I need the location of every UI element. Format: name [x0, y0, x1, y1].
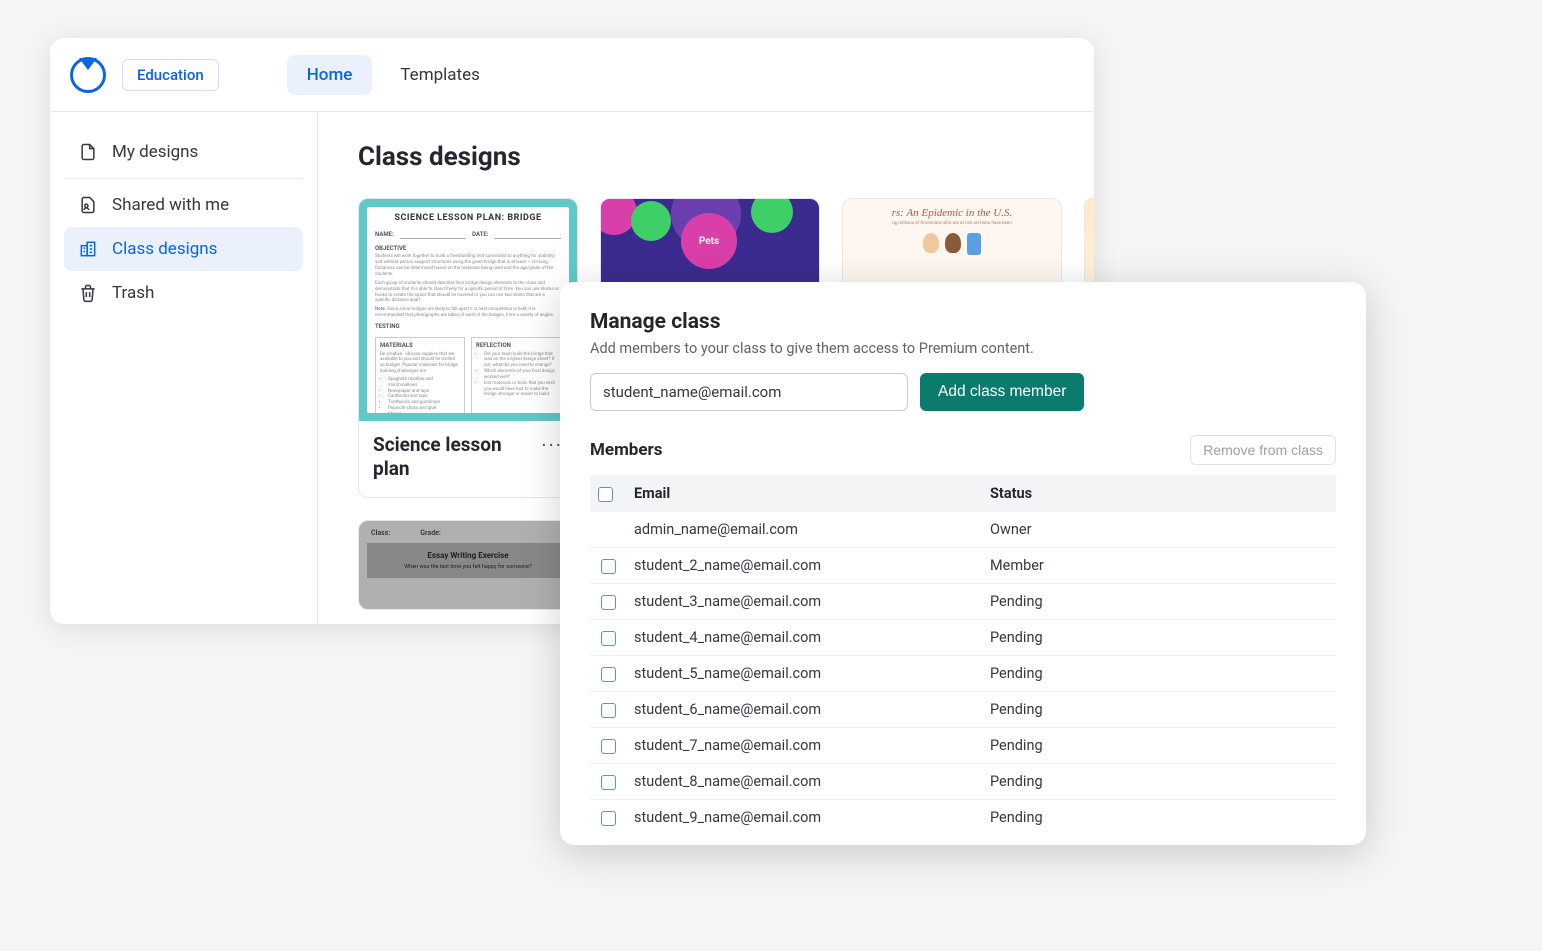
table-row: student_5_name@email.comPending	[590, 656, 1336, 692]
sidebar-item-trash[interactable]: Trash	[64, 271, 303, 315]
member-status: Pending	[982, 620, 1336, 656]
tab-templates[interactable]: Templates	[380, 55, 500, 95]
trash-icon	[78, 283, 98, 303]
row-checkbox[interactable]	[601, 811, 616, 826]
topbar: Education Home Templates	[50, 38, 1094, 112]
row-checkbox[interactable]	[601, 739, 616, 754]
table-row: student_8_name@email.comPending	[590, 764, 1336, 800]
row-checkbox[interactable]	[601, 595, 616, 610]
thumb-section: REFLECTION	[476, 342, 556, 350]
sidebar-item-my-designs[interactable]: My designs	[64, 130, 303, 174]
table-row: student_3_name@email.comPending	[590, 584, 1336, 620]
member-status: Pending	[982, 800, 1336, 836]
add-member-row: Add class member	[590, 373, 1336, 411]
table-row: admin_name@email.comOwner	[590, 512, 1336, 548]
sidebar-item-class-designs[interactable]: Class designs	[64, 227, 303, 271]
table-row: student_7_name@email.comPending	[590, 728, 1336, 764]
thumb-class-label: Class:	[371, 529, 390, 537]
card-footer: Science lesson plan ···	[359, 421, 577, 497]
column-header-status: Status	[982, 475, 1336, 512]
popover-title: Manage class	[590, 310, 1336, 334]
buildings-icon	[78, 239, 98, 259]
thumb-title: Essay Writing Exercise	[375, 551, 561, 560]
file-icon	[78, 142, 98, 162]
thumb-name-label: NAME:	[375, 231, 394, 239]
sidebar-item-label: Shared with me	[112, 195, 229, 215]
member-email: student_4_name@email.com	[626, 620, 982, 656]
column-header-email: Email	[626, 475, 982, 512]
thumb-heading: SCIENCE LESSON PLAN: BRIDGE	[375, 213, 561, 225]
sidebar-item-shared[interactable]: Shared with me	[64, 183, 303, 227]
member-email: student_2_name@email.com	[626, 548, 982, 584]
email-input[interactable]	[590, 373, 908, 411]
table-row: student_9_name@email.comPending	[590, 800, 1336, 836]
sidebar: My designs Shared with me Class designs	[50, 112, 318, 624]
thumb-grade-label: Grade:	[420, 529, 441, 537]
tab-home[interactable]: Home	[287, 55, 373, 95]
member-email: student_3_name@email.com	[626, 584, 982, 620]
thumb-heading: rs: An Epidemic in the U.S.	[853, 207, 1051, 219]
table-row: student_2_name@email.comMember	[590, 548, 1336, 584]
design-card[interactable]: SCIENCE LESSON PLAN: BRIDGE NAME: DATE: …	[358, 198, 578, 498]
member-email: student_8_name@email.com	[626, 764, 982, 800]
design-card[interactable]: Class: Grade: Essay Writing Exercise Whe…	[358, 520, 578, 610]
thumb-prompt: When was the last time you felt happy fo…	[375, 564, 561, 570]
member-status: Member	[982, 548, 1336, 584]
card-title: Science lesson plan	[373, 433, 533, 481]
members-title: Members	[590, 440, 663, 460]
nav-tabs: Home Templates	[287, 55, 500, 95]
member-email: student_7_name@email.com	[626, 728, 982, 764]
table-row: student_6_name@email.comPending	[590, 692, 1336, 728]
manage-class-popover: Manage class Add members to your class t…	[560, 282, 1366, 845]
person-file-icon	[78, 195, 98, 215]
divider	[64, 178, 303, 179]
row-checkbox[interactable]	[601, 631, 616, 646]
member-email: student_9_name@email.com	[626, 800, 982, 836]
page-title: Class designs	[358, 142, 1054, 172]
row-checkbox[interactable]	[601, 667, 616, 682]
popover-subtitle: Add members to your class to give them a…	[590, 340, 1336, 357]
remove-from-class-button[interactable]: Remove from class	[1190, 435, 1336, 465]
select-all-checkbox[interactable]	[598, 487, 613, 502]
thumb-section: MATERIALS	[380, 342, 460, 350]
members-table: Email Status admin_name@email.comOwnerst…	[590, 475, 1336, 835]
logo-icon	[70, 57, 106, 93]
sidebar-item-label: Class designs	[112, 239, 217, 259]
row-checkbox[interactable]	[601, 775, 616, 790]
member-status: Pending	[982, 656, 1336, 692]
member-email: admin_name@email.com	[626, 512, 982, 548]
card-thumbnail: SCIENCE LESSON PLAN: BRIDGE NAME: DATE: …	[359, 199, 577, 421]
member-status: Pending	[982, 692, 1336, 728]
education-badge[interactable]: Education	[122, 59, 219, 91]
thumb-date-label: DATE:	[472, 231, 488, 239]
thumb-section: TESTING	[375, 323, 561, 331]
row-checkbox[interactable]	[601, 703, 616, 718]
member-status: Pending	[982, 584, 1336, 620]
sidebar-item-label: My designs	[112, 142, 198, 162]
members-header: Members Remove from class	[590, 435, 1336, 465]
thumb-section: OBJECTIVE	[375, 245, 561, 253]
member-email: student_5_name@email.com	[626, 656, 982, 692]
add-class-member-button[interactable]: Add class member	[920, 373, 1084, 411]
member-status: Owner	[982, 512, 1336, 548]
sidebar-item-label: Trash	[112, 283, 154, 303]
member-status: Pending	[982, 728, 1336, 764]
member-email: student_6_name@email.com	[626, 692, 982, 728]
row-checkbox[interactable]	[601, 559, 616, 574]
table-row: student_4_name@email.comPending	[590, 620, 1336, 656]
member-status: Pending	[982, 764, 1336, 800]
bubble-label: Pets	[681, 213, 737, 269]
